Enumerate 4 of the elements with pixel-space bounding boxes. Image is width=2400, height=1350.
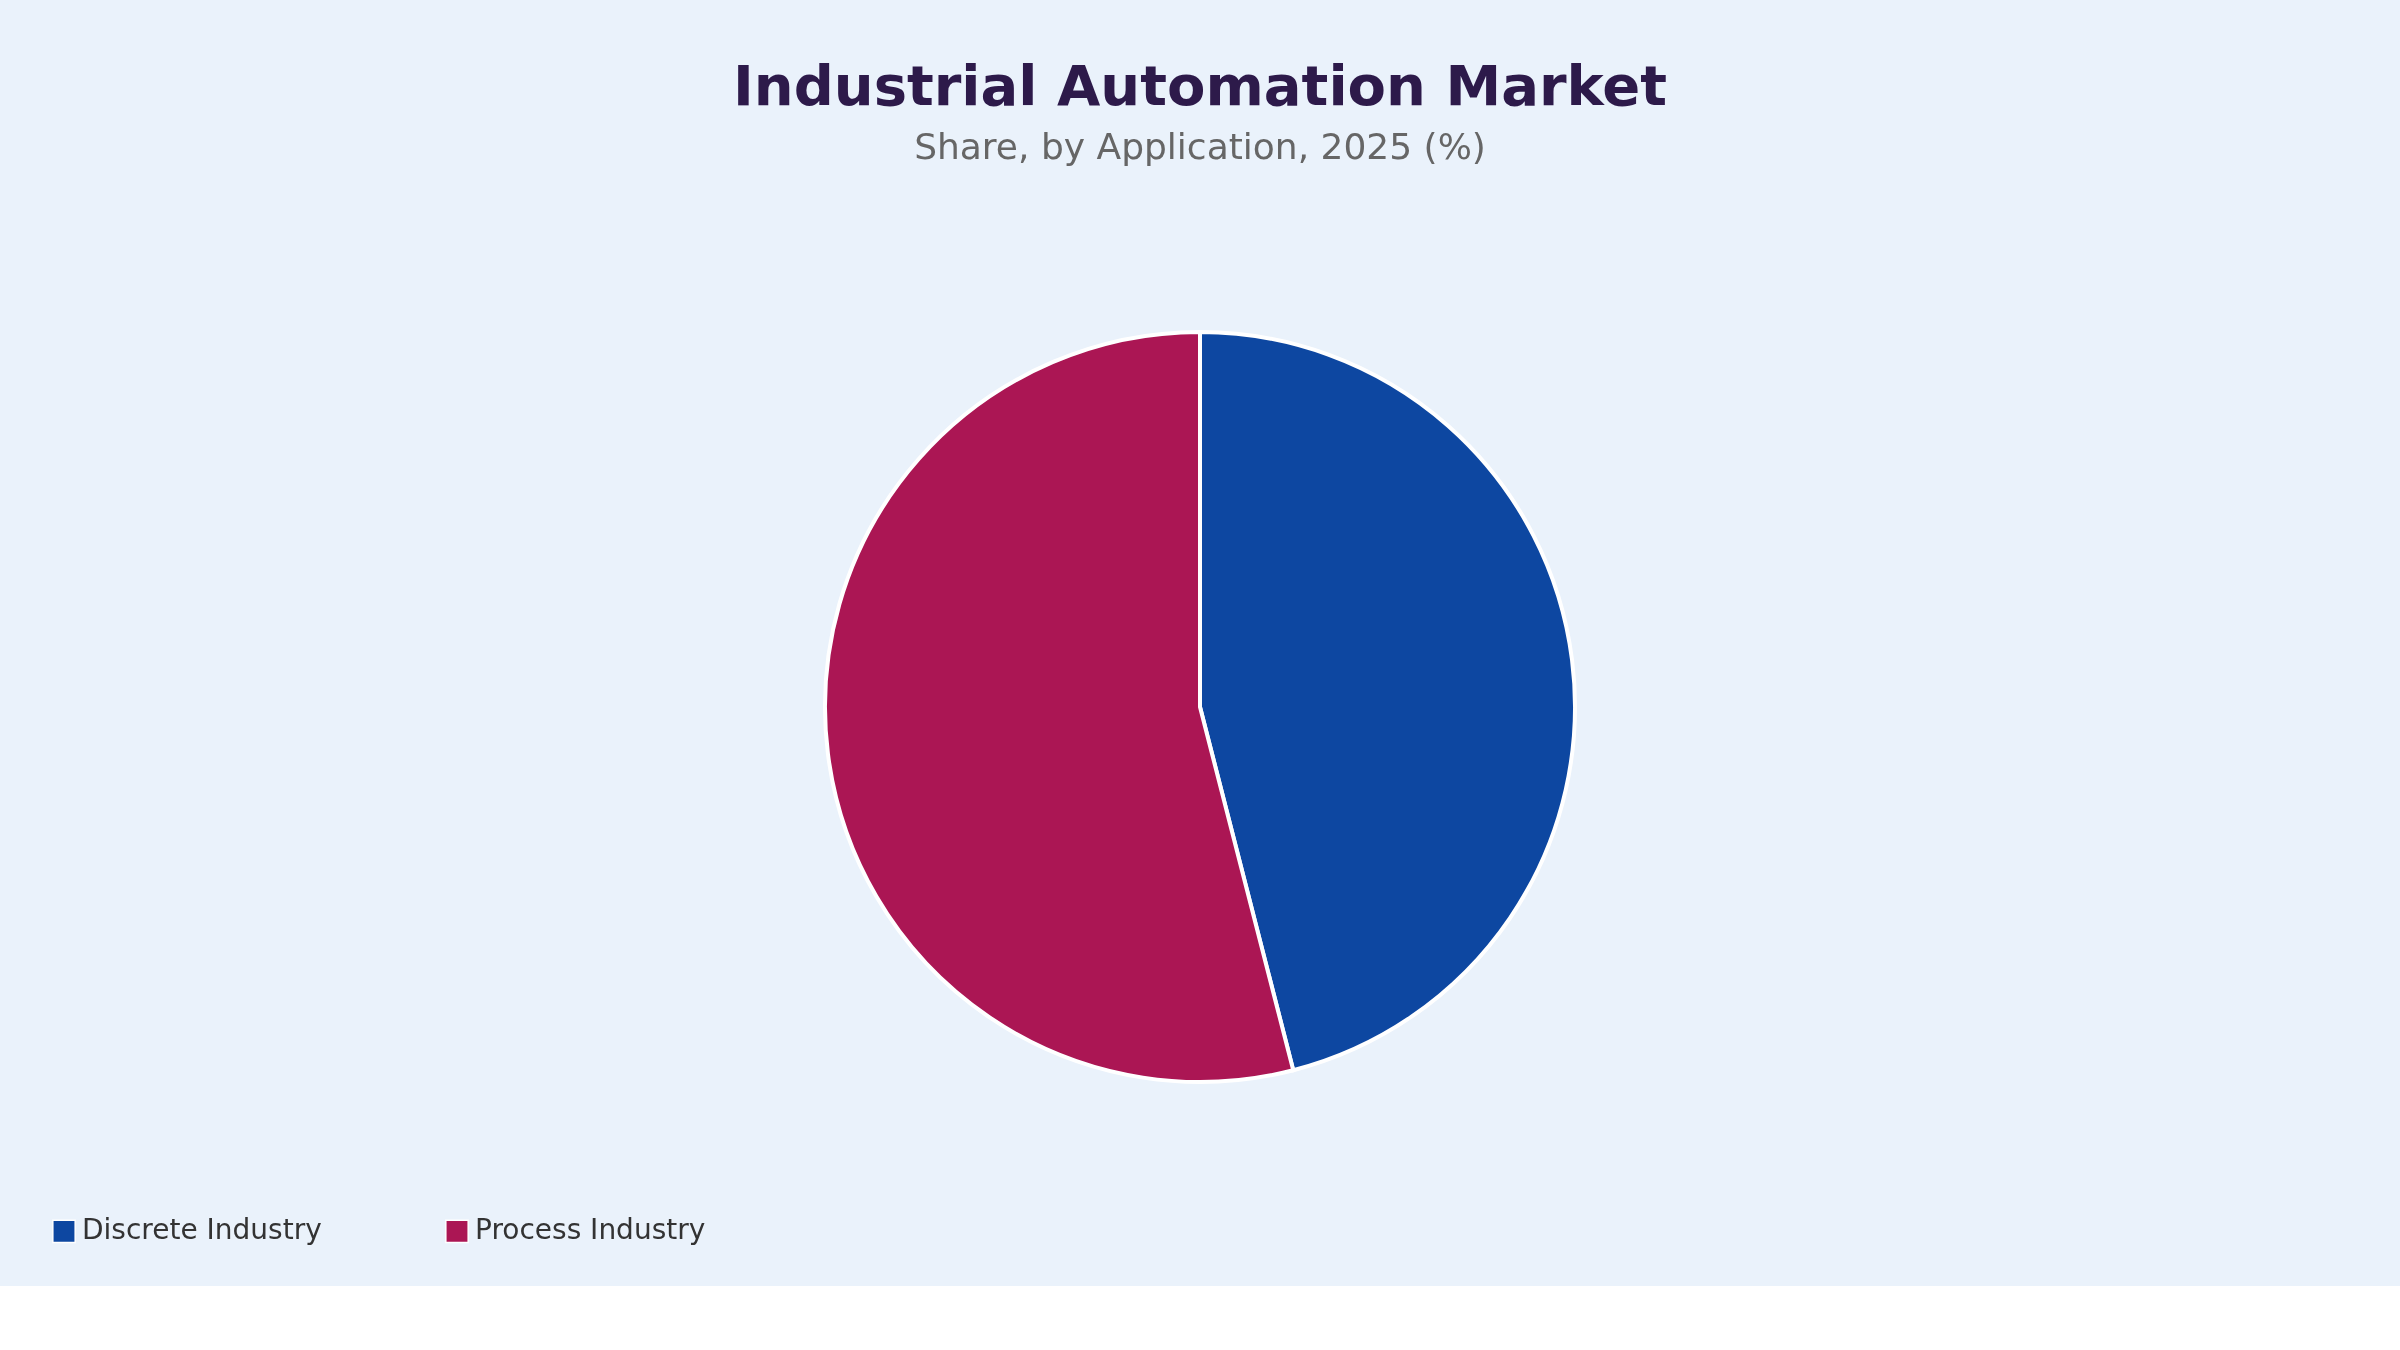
chart-subtitle: Share, by Application, 2025 (%) xyxy=(914,126,1486,167)
legend-label: Discrete Industry xyxy=(82,1213,322,1247)
legend-label: Process Industry xyxy=(475,1213,706,1247)
chart-title: Industrial Automation Market xyxy=(732,53,1668,118)
